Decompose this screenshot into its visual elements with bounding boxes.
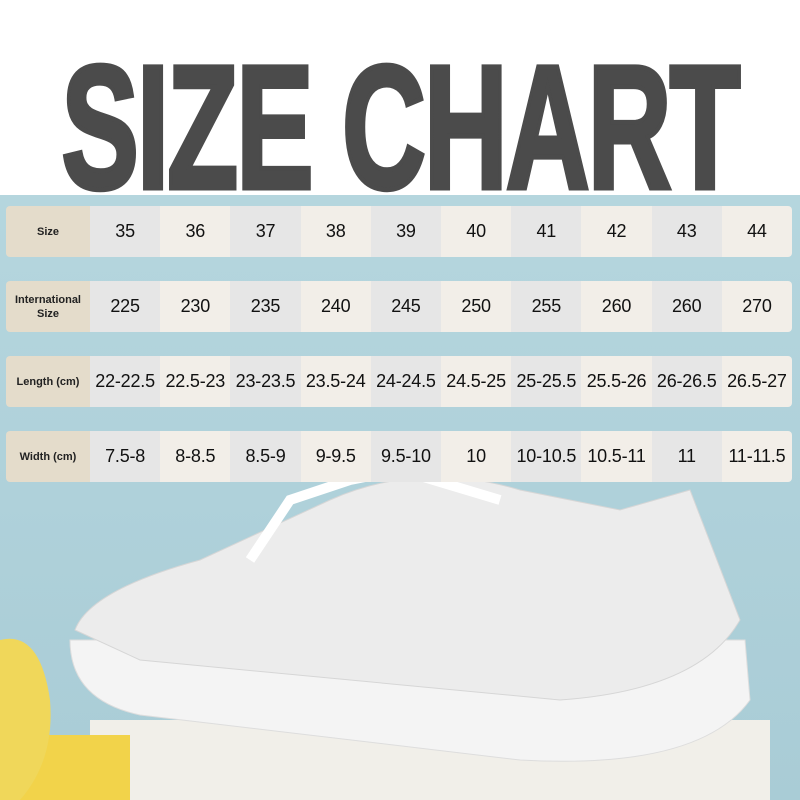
- table-cell: 22.5-23: [160, 356, 231, 407]
- table-cell: 39: [370, 206, 442, 257]
- table-row-width: Width (cm) 7.5-8 8-8.5 8.5-9 9-9.5 9.5-1…: [6, 431, 792, 482]
- table-row-length: Length (cm) 22-22.5 22.5-23 23-23.5 23.5…: [6, 356, 792, 407]
- table-cell: 9.5-10: [370, 431, 442, 482]
- table-cell: 42: [581, 206, 652, 257]
- table-cell: 25.5-26: [581, 356, 652, 407]
- table-cell: 35: [90, 206, 161, 257]
- table-cell: 10: [441, 431, 512, 482]
- table-cell: 240: [300, 281, 371, 332]
- yellow-ribbon: [0, 638, 51, 800]
- table-cell: 255: [511, 281, 582, 332]
- table-row-size: Size 35 36 37 38 39 40 41 42 43 44: [6, 206, 792, 257]
- table-cell: 41: [511, 206, 582, 257]
- table-cell: 40: [441, 206, 512, 257]
- row-label: International Size: [6, 281, 90, 332]
- table-cell: 11-11.5: [721, 431, 792, 482]
- table-cell: 7.5-8: [90, 431, 161, 482]
- page-title: SIZE CHART: [60, 30, 742, 226]
- table-cell: 25-25.5: [511, 356, 582, 407]
- table-row-international-size: International Size 225 230 235 240 245 2…: [6, 281, 792, 332]
- table-cell: 260: [651, 281, 722, 332]
- table-cell: 38: [300, 206, 371, 257]
- table-cell: 235: [230, 281, 301, 332]
- table-cell: 23.5-24: [300, 356, 371, 407]
- table-cell: 8-8.5: [160, 431, 231, 482]
- table-cell: 23-23.5: [230, 356, 301, 407]
- table-cell: 11: [651, 431, 722, 482]
- table-cell: 36: [160, 206, 231, 257]
- table-cell: 225: [90, 281, 161, 332]
- table-cell: 43: [651, 206, 722, 257]
- row-label: Size: [6, 206, 90, 257]
- table-cell: 10-10.5: [511, 431, 582, 482]
- table-cell: 24-24.5: [370, 356, 442, 407]
- table-cell: 260: [581, 281, 652, 332]
- table-cell: 250: [441, 281, 512, 332]
- table-cell: 8.5-9: [230, 431, 301, 482]
- table-cell: 26-26.5: [651, 356, 722, 407]
- table-cell: 26.5-27: [721, 356, 792, 407]
- table-cell: 10.5-11: [581, 431, 652, 482]
- table-cell: 37: [230, 206, 301, 257]
- table-cell: 230: [160, 281, 231, 332]
- table-cell: 22-22.5: [90, 356, 161, 407]
- row-label: Width (cm): [6, 431, 90, 482]
- row-label: Length (cm): [6, 356, 90, 407]
- table-cell: 24.5-25: [441, 356, 512, 407]
- table-cell: 44: [721, 206, 792, 257]
- table-cell: 9-9.5: [300, 431, 371, 482]
- table-cell: 270: [721, 281, 792, 332]
- table-cell: 245: [370, 281, 442, 332]
